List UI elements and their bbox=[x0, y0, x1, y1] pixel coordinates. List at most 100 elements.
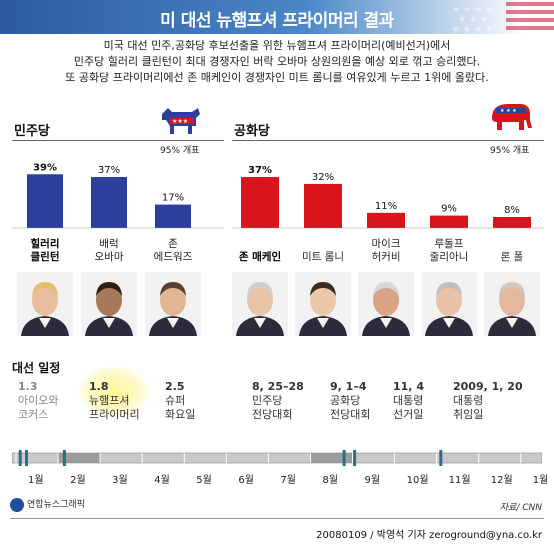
timeline-marker bbox=[25, 450, 29, 466]
svg-text:★ ★ ★: ★ ★ ★ bbox=[458, 15, 488, 25]
timeline-marker bbox=[439, 450, 443, 466]
schedule-event-date: 2009, 1, 20 bbox=[453, 380, 523, 393]
rep-bar bbox=[493, 216, 531, 228]
timeline-marker bbox=[342, 450, 346, 466]
header-banner: ★ ★ ★ ★ ★ ★ ★ ★ ★ ★ ★ 미 대선 뉴햄프셔 프라이머리 결과 bbox=[0, 0, 554, 34]
schedule-event-line2: 코커스 bbox=[18, 408, 49, 421]
donkey-icon: ★★★ bbox=[162, 108, 200, 134]
logo-icon bbox=[10, 497, 24, 512]
rep-bar bbox=[241, 177, 279, 228]
rep-party-label: 공화당 bbox=[234, 124, 270, 139]
candidate-photo bbox=[81, 272, 137, 336]
schedule-event-line2: 취임일 bbox=[453, 408, 484, 421]
candidate-name-line: 클린턴 bbox=[30, 251, 60, 263]
dem-candidate-name: 힐러리 클린턴 bbox=[14, 238, 76, 264]
dem-candidate-name: 배럭 오바마 bbox=[78, 238, 140, 264]
svg-text:★ ★ ★: ★ ★ ★ bbox=[500, 108, 517, 114]
elephant-icon: ★ ★ ★ bbox=[492, 104, 532, 130]
credit-line: 20080109 / 박영석 기자 zeroground@yna.co.kr bbox=[316, 530, 542, 541]
candidate-name-line: 마이크 bbox=[371, 238, 401, 250]
candidate-name-line: 미트 롬니 bbox=[302, 251, 344, 263]
svg-text:★★★: ★★★ bbox=[172, 118, 188, 125]
bar-value-label: 37% bbox=[98, 165, 120, 176]
rep-candidate-name: 루돌프 줄리아니 bbox=[418, 238, 480, 264]
candidate-photo bbox=[295, 272, 351, 336]
schedule-event-line1: 뉴햄프셔 bbox=[89, 394, 130, 407]
schedule-event: 1.3 아이오와 코커스 bbox=[18, 380, 58, 422]
dem-candidate-name: 존 에드워즈 bbox=[142, 238, 204, 264]
candidate-name-line: 줄리아니 bbox=[429, 251, 469, 263]
dem-bar bbox=[27, 174, 63, 228]
schedule-event-date: 2.5 bbox=[165, 380, 185, 393]
month-label: 8월 bbox=[322, 475, 339, 486]
schedule-title: 대선 일정 bbox=[12, 361, 61, 375]
summary-text: 미국 대선 민주,공화당 후보선출을 위한 뉴햄프셔 프라이머리(예비선거)에서… bbox=[18, 38, 536, 86]
summary-line: 또 공화당 프라이머리에선 존 매케인이 경쟁자인 미트 롬니를 여유있게 누르… bbox=[65, 71, 489, 84]
candidate-name-line: 허커비 bbox=[371, 251, 401, 263]
bar-charts: 39% 37% 17% 37% 32% 11% 9% 8% bbox=[12, 162, 544, 229]
rep-bar bbox=[304, 183, 342, 228]
timeline-marker bbox=[18, 450, 22, 466]
timeline-bar bbox=[12, 450, 542, 466]
dem-bar bbox=[155, 204, 191, 228]
schedule-event: 2.5 슈퍼 화요일 bbox=[165, 380, 195, 422]
schedule-event-line2: 프라이머리 bbox=[89, 408, 140, 421]
candidate-photo bbox=[421, 272, 477, 336]
dem-divider bbox=[12, 140, 224, 141]
candidate-name-line: 힐러리 bbox=[30, 238, 60, 250]
month-label: 10월 bbox=[406, 475, 429, 486]
schedule-event: 8, 25–28 민주당 전당대회 bbox=[252, 380, 304, 422]
month-label: 3월 bbox=[112, 475, 128, 486]
schedule-event-line1: 대통령 bbox=[393, 394, 424, 407]
candidate-photo bbox=[484, 272, 540, 336]
month-label: 5월 bbox=[196, 475, 212, 486]
source-note: 자료/ CNN bbox=[499, 503, 542, 513]
page-title: 미 대선 뉴햄프셔 프라이머리 결과 bbox=[160, 11, 394, 31]
candidate-photo bbox=[232, 272, 288, 336]
bar-value-label: 32% bbox=[312, 172, 334, 183]
rep-divider bbox=[232, 140, 544, 141]
schedule-event-line2: 화요일 bbox=[165, 408, 196, 421]
footer-divider bbox=[10, 518, 544, 519]
schedule-event-line2: 선거일 bbox=[393, 408, 424, 421]
summary-line: 민주당 힐러리 클린턴이 최대 경쟁자인 버락 오바마 상원의원을 예상 외로 … bbox=[73, 55, 481, 68]
month-label: 7월 bbox=[280, 475, 296, 486]
month-label: 1월 bbox=[532, 475, 549, 486]
candidate-name-line: 존 bbox=[168, 238, 178, 250]
rep-candidate-name: 마이크 허커비 bbox=[355, 238, 417, 264]
timeline-marker bbox=[353, 450, 357, 466]
svg-text:★ ★ ★ ★: ★ ★ ★ ★ bbox=[452, 5, 493, 15]
candidate-name-line: 배럭 bbox=[99, 238, 119, 250]
dem-count-note: 95% 개표 bbox=[160, 146, 200, 156]
svg-text:★ ★ ★ ★: ★ ★ ★ ★ bbox=[452, 25, 493, 34]
month-label: 12월 bbox=[490, 475, 513, 486]
schedule-event-line1: 대통령 bbox=[453, 394, 484, 407]
bar-value-label: 37% bbox=[248, 165, 272, 176]
dem-party-label: 민주당 bbox=[14, 124, 50, 139]
bar-value-label: 39% bbox=[33, 162, 57, 173]
rep-bar bbox=[367, 212, 405, 228]
candidate-name-line: 론 폴 bbox=[500, 251, 524, 263]
logo: 연합뉴스그래픽 bbox=[10, 497, 85, 512]
bar-value-label: 8% bbox=[504, 205, 520, 216]
logo-text: 연합뉴스그래픽 bbox=[27, 500, 85, 510]
candidate-name-line: 오바마 bbox=[94, 251, 124, 263]
current-event-highlight bbox=[78, 366, 150, 418]
schedule-event-line1: 슈퍼 bbox=[165, 394, 186, 407]
schedule-event-line2: 전당대회 bbox=[252, 408, 293, 421]
us-flag-icon: ★ ★ ★ ★ ★ ★ ★ ★ ★ ★ ★ bbox=[452, 2, 554, 34]
month-label: 2월 bbox=[70, 475, 86, 486]
dem-bar bbox=[91, 177, 127, 228]
rep-candidate-name: 존 매케인 bbox=[229, 251, 291, 264]
bar-value-label: 9% bbox=[441, 204, 457, 215]
month-label: 9월 bbox=[364, 475, 381, 486]
month-label: 4월 bbox=[154, 475, 170, 486]
schedule-event-line1: 민주당 bbox=[252, 394, 283, 407]
schedule-event-date: 9, 1–4 bbox=[330, 380, 367, 393]
schedule-event-line2: 전당대회 bbox=[330, 408, 371, 421]
timeline-marker bbox=[62, 450, 66, 466]
candidate-name-line: 루돌프 bbox=[434, 238, 464, 250]
schedule-event-line1: 아이오와 bbox=[18, 394, 59, 407]
month-label: 1월 bbox=[28, 475, 44, 486]
